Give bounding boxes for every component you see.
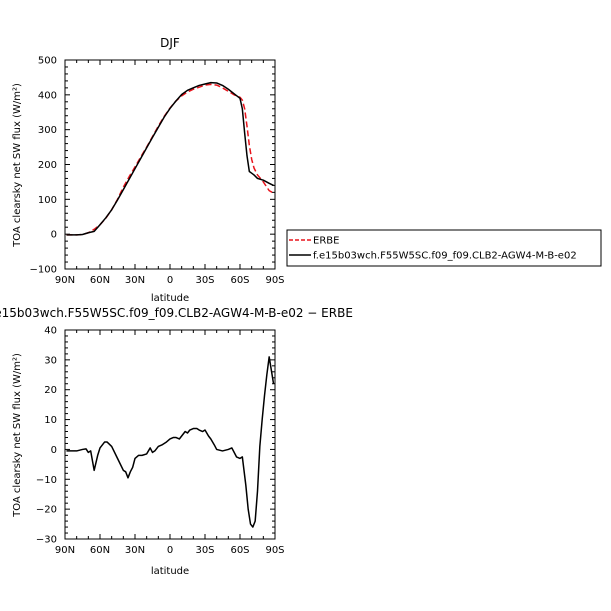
bottom-y-tick-label: −30: [36, 535, 57, 546]
top-y-tick-label: 200: [38, 160, 57, 171]
legend-label-0: ERBE: [313, 236, 339, 247]
top-plot-frame: [64, 59, 276, 270]
bottom-y-tick-label: 20: [44, 385, 57, 396]
bottom-x-tick-label: 60S: [230, 545, 249, 556]
top-x-axis-label: latitude: [151, 293, 189, 304]
bottom-series-line-0: [66, 356, 275, 528]
bottom-y-tick-label: −20: [36, 505, 57, 516]
legend-box: [286, 229, 602, 267]
top-x-tick-label: 90S: [265, 275, 284, 286]
bottom-y-tick-label: 0: [51, 445, 57, 456]
top-y-tick-label: −100: [30, 265, 57, 276]
bottom-plot-frame: [64, 329, 276, 540]
bottom-chart-panel: f.e15b03wch.F55W5SC.f09_f09.CLB2-AGW4-M-…: [0, 306, 353, 577]
legend-label-1: f.e15b03wch.F55W5SC.f09_f09.CLB2-AGW4-M-…: [313, 251, 577, 262]
top-x-tick-label: 60N: [90, 275, 110, 286]
bottom-x-tick-label: 60N: [90, 545, 110, 556]
bottom-chart-title: f.e15b03wch.F55W5SC.f09_f09.CLB2-AGW4-M-…: [0, 306, 353, 320]
bottom-x-tick-label: 90S: [265, 545, 284, 556]
top-y-tick-label: 500: [38, 56, 57, 67]
bottom-x-tick-label: 30S: [195, 545, 214, 556]
bottom-y-axis-label: TOA clearsky net SW flux (W/m²): [12, 353, 23, 518]
bottom-y-tick-label: 30: [44, 355, 57, 366]
bottom-y-tick-label: −10: [36, 475, 57, 486]
top-x-tick-label: 90N: [55, 275, 75, 286]
top-y-tick-label: 100: [38, 195, 57, 206]
bottom-y-tick-label: 10: [44, 415, 57, 426]
top-x-tick-label: 60S: [230, 275, 249, 286]
top-chart-panel: DJF latitude TOA clearsky net SW flux (W…: [12, 36, 285, 304]
bottom-x-tick-label: 90N: [55, 545, 75, 556]
bottom-y-tick-label: 40: [44, 326, 57, 337]
top-chart-title: DJF: [160, 36, 180, 50]
legend: ERBE f.e15b03wch.F55W5SC.f09_f09.CLB2-AGW…: [286, 229, 602, 267]
top-x-tick-label: 30N: [125, 275, 145, 286]
top-y-tick-label: 400: [38, 90, 57, 101]
bottom-x-tick-label: 30N: [125, 545, 145, 556]
top-y-axis-label: TOA clearsky net SW flux (W/m²): [12, 83, 23, 248]
top-series-line-1: [66, 81, 274, 236]
top-y-tick-label: 0: [51, 230, 57, 241]
top-x-tick-label: 30S: [195, 275, 214, 286]
top-y-tick-label: 300: [38, 125, 57, 136]
top-x-tick-label: 0: [167, 275, 173, 286]
bottom-x-axis-label: latitude: [151, 566, 189, 577]
bottom-x-tick-label: 0: [167, 545, 173, 556]
